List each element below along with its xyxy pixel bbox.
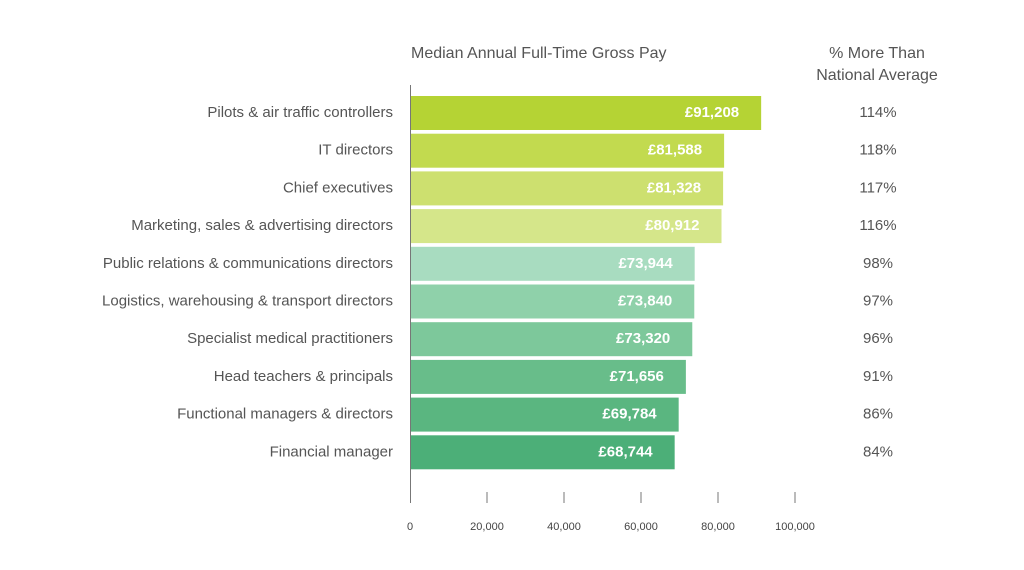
percent-label: 91% <box>863 368 893 385</box>
category-label: Functional managers & directors <box>177 406 393 423</box>
category-label: Logistics, warehousing & transport direc… <box>102 292 393 309</box>
category-label: Specialist medical practitioners <box>187 330 393 347</box>
column-title: National Average <box>816 67 938 84</box>
value-label: £71,656 <box>610 368 664 385</box>
x-tick-label: 80,000 <box>701 521 735 533</box>
category-label: Public relations & communications direct… <box>103 255 393 272</box>
value-label: £81,588 <box>648 142 702 159</box>
bar <box>411 171 724 206</box>
percent-label: 117% <box>859 179 896 196</box>
value-label: £73,320 <box>616 330 670 347</box>
percent-label: 114% <box>859 104 896 121</box>
x-tick-label: 20,000 <box>470 521 504 533</box>
bar <box>411 133 725 168</box>
bar <box>411 397 679 432</box>
percent-label: 96% <box>863 330 893 347</box>
percent-label: 86% <box>863 406 893 423</box>
bar <box>411 96 762 130</box>
percent-label: 84% <box>863 443 893 460</box>
bar <box>411 435 675 470</box>
bar <box>411 359 686 394</box>
value-label: £73,944 <box>618 255 673 272</box>
value-label: £81,328 <box>647 179 701 196</box>
bar <box>411 284 695 319</box>
value-label: £91,208 <box>685 104 739 121</box>
column-title: % More Than <box>829 45 925 62</box>
chart-title: Median Annual Full-Time Gross Pay <box>411 45 667 62</box>
category-label: Pilots & air traffic controllers <box>207 104 393 121</box>
percent-label: 97% <box>863 292 893 309</box>
percent-label: 118% <box>859 142 896 159</box>
category-label: Marketing, sales & advertising directors <box>131 217 393 234</box>
category-label: Chief executives <box>283 179 393 196</box>
bar <box>411 209 722 244</box>
x-tick-label: 40,000 <box>547 521 581 533</box>
value-label: £69,784 <box>602 406 657 423</box>
x-tick-label: 100,000 <box>775 521 815 533</box>
category-label: IT directors <box>318 142 393 159</box>
category-label: Financial manager <box>270 443 393 460</box>
value-label: £80,912 <box>645 217 699 234</box>
bar <box>411 322 693 357</box>
percent-label: 98% <box>863 255 893 272</box>
percent-label: 116% <box>859 217 896 234</box>
x-tick-label: 60,000 <box>624 521 658 533</box>
bar <box>411 246 695 281</box>
value-label: £68,744 <box>598 443 653 460</box>
category-label: Head teachers & principals <box>214 368 393 385</box>
value-label: £73,840 <box>618 292 672 309</box>
x-tick-label: 0 <box>407 521 413 533</box>
